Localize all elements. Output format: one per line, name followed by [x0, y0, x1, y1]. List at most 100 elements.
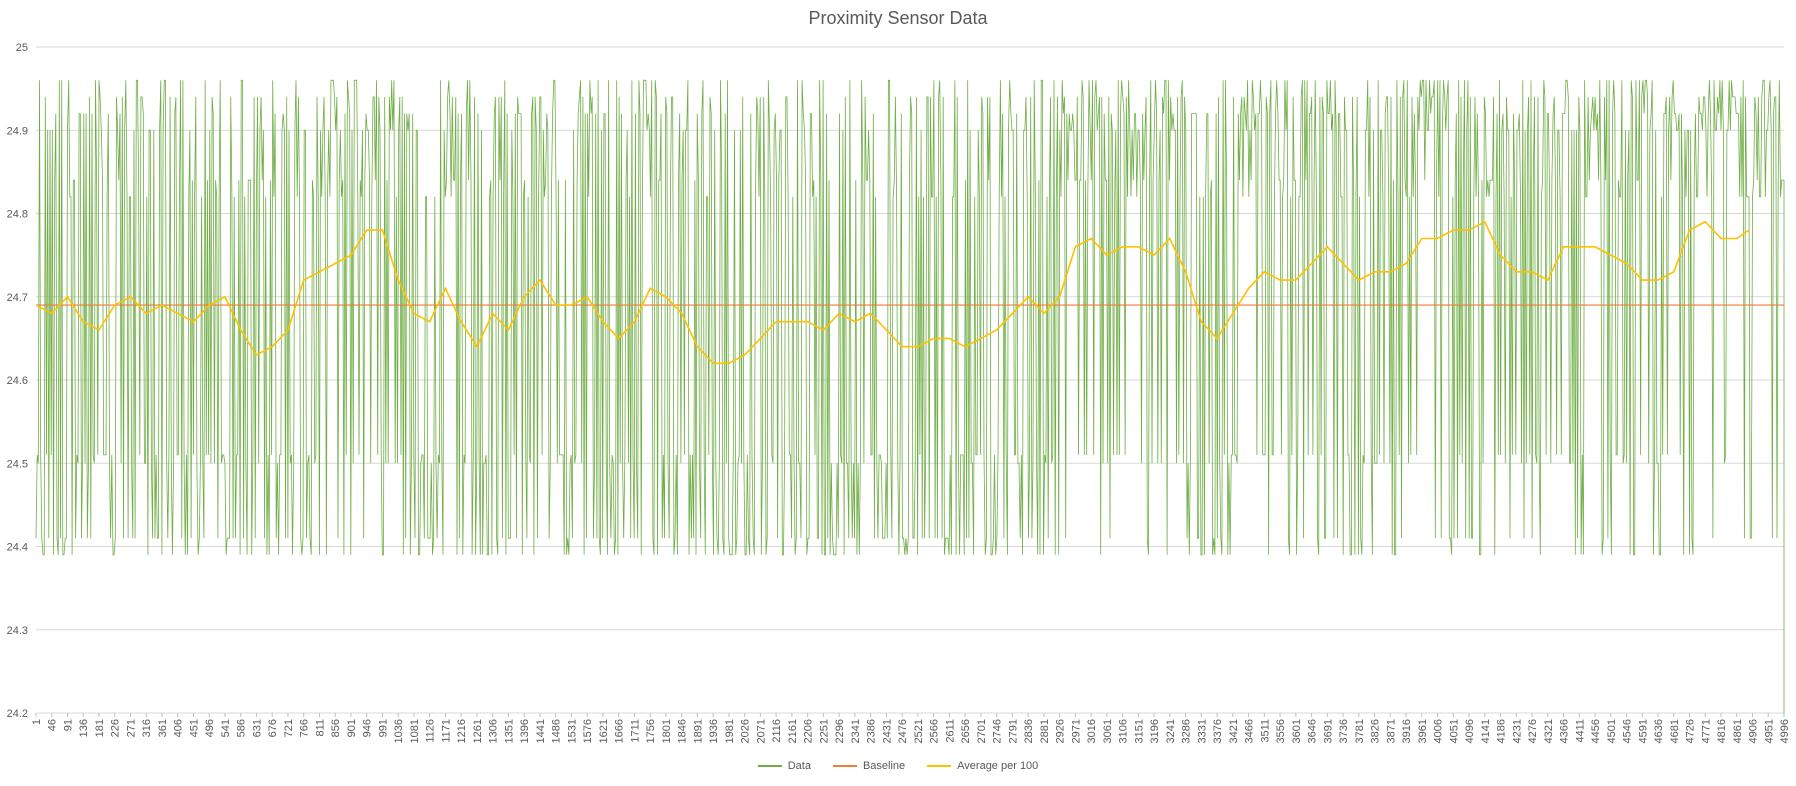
x-tick-label: 3871	[1385, 719, 1397, 743]
x-tick-label: 4681	[1669, 719, 1681, 743]
x-tick-label: 4096	[1464, 719, 1476, 743]
x-tick-label: 2971	[1070, 719, 1082, 743]
legend-label-data: Data	[787, 760, 811, 772]
x-tick-label: 2836	[1023, 719, 1035, 743]
y-tick-label: 24.2	[7, 708, 28, 720]
x-tick-label: 1126	[425, 719, 437, 743]
y-tick-labels: 24.2 24.3 24.4 24.5 24.6 24.7 24.8 24.9 25	[7, 42, 28, 720]
x-tick-label: 2791	[1007, 719, 1019, 743]
x-tick-label: 2521	[913, 719, 925, 743]
x-tick-label: 2206	[803, 719, 815, 743]
x-tick-label: 1666	[614, 719, 626, 743]
x-tick-label: 1441	[535, 719, 547, 743]
x-tick-label: 3601	[1291, 719, 1303, 743]
x-tick-label: 1396	[519, 719, 531, 743]
x-tick-label: 3241	[1165, 719, 1177, 743]
x-tick-label: 3556	[1275, 719, 1287, 743]
x-tick-label: 4051	[1448, 719, 1460, 743]
chart-title: Proximity Sensor Data	[808, 8, 988, 28]
x-tick-labels: 1 46 91 136 181 226 271 316 361 406 451 496 541 586 63…	[31, 713, 1791, 743]
x-tick-label: 3916	[1401, 719, 1413, 743]
x-tick-label: 2566	[929, 719, 941, 743]
x-tick-label: 4771	[1700, 719, 1712, 743]
x-tick-label: 3781	[1354, 719, 1366, 743]
x-tick-label: 3511	[1259, 719, 1271, 743]
x-tick-label: 3421	[1228, 719, 1240, 743]
x-tick-label: 4636	[1653, 719, 1665, 743]
x-tick-label: 46	[47, 719, 59, 731]
average-series-layer	[35, 220, 1750, 365]
y-tick-label: 24.9	[7, 125, 28, 137]
x-tick-label: 4231	[1511, 719, 1523, 743]
x-tick-label: 2116	[771, 719, 783, 743]
x-tick-label: 4816	[1716, 719, 1728, 743]
x-tick-label: 2701	[976, 719, 988, 743]
x-tick-label: 3646	[1307, 719, 1319, 743]
y-tick-label: 24.8	[7, 209, 28, 221]
legend: Data Baseline Average per 100	[0, 760, 1796, 772]
legend-swatch-data	[757, 765, 782, 767]
x-tick-label: 901	[346, 719, 358, 737]
x-tick-label: 721	[283, 719, 295, 737]
data-series-layer	[35, 79, 1785, 713]
legend-label-average: Average per 100	[957, 760, 1039, 772]
x-tick-label: 3286	[1181, 719, 1193, 743]
x-tick-label: 1891	[692, 719, 704, 743]
x-tick-label: 1081	[409, 719, 421, 743]
x-tick-label: 4006	[1433, 719, 1445, 743]
x-tick-label: 3376	[1212, 719, 1224, 743]
x-tick-label: 4726	[1685, 719, 1697, 743]
x-tick-label: 1576	[582, 719, 594, 743]
x-tick-label: 451	[188, 719, 200, 737]
x-tick-label: 2881	[1039, 719, 1051, 743]
x-tick-label: 1171	[440, 719, 452, 743]
x-tick-label: 1486	[551, 719, 563, 743]
x-tick-label: 226	[110, 719, 122, 737]
x-tick-label: 2431	[881, 719, 893, 743]
x-tick-label: 946	[362, 719, 374, 737]
y-tick-label: 24.6	[7, 375, 28, 387]
x-tick-label: 766	[299, 719, 311, 737]
x-tick-label: 811	[314, 719, 326, 737]
x-tick-label: 2386	[866, 719, 878, 743]
x-tick-label: 4546	[1622, 719, 1634, 743]
y-tick-label: 24.7	[7, 292, 28, 304]
x-tick-label: 1216	[456, 719, 468, 743]
x-tick-label: 1261	[472, 719, 484, 743]
x-tick-label: 4276	[1527, 719, 1539, 743]
x-tick-label: 4456	[1590, 719, 1602, 743]
x-tick-label: 2296	[834, 719, 846, 743]
y-tick-label: 25	[16, 42, 28, 54]
x-tick-label: 1351	[503, 719, 515, 743]
x-tick-label: 4411	[1574, 719, 1586, 743]
x-tick-label: 2071	[755, 719, 767, 743]
x-tick-label: 3826	[1370, 719, 1382, 743]
x-tick-label: 4591	[1637, 719, 1649, 743]
x-tick-label: 1531	[566, 719, 578, 743]
x-tick-label: 1846	[677, 719, 689, 743]
x-tick-label: 3736	[1338, 719, 1350, 743]
gridlines	[36, 46, 1784, 714]
x-tick-label: 2341	[850, 719, 862, 743]
x-tick-label: 406	[173, 719, 185, 737]
x-tick-label: 2161	[787, 719, 799, 743]
x-tick-label: 4366	[1559, 719, 1571, 743]
legend-item-baseline: Baseline	[832, 760, 905, 772]
x-tick-label: 361	[157, 719, 169, 737]
x-tick-label: 541	[220, 719, 232, 737]
x-tick-label: 136	[78, 719, 90, 737]
x-tick-label: 181	[94, 719, 106, 737]
legend-item-average: Average per 100	[927, 760, 1038, 772]
x-tick-label: 3106	[1118, 719, 1130, 743]
x-tick-label: 4321	[1543, 719, 1555, 743]
legend-item-data: Data	[757, 760, 811, 772]
x-tick-label: 3151	[1133, 719, 1145, 743]
legend-swatch-average	[927, 765, 952, 767]
x-tick-label: 1801	[661, 719, 673, 743]
x-tick-label: 1936	[708, 719, 720, 743]
x-tick-label: 1036	[393, 719, 405, 743]
x-tick-label: 2251	[818, 719, 830, 743]
data-series-line	[35, 79, 1785, 713]
y-tick-label: 24.4	[7, 542, 28, 554]
